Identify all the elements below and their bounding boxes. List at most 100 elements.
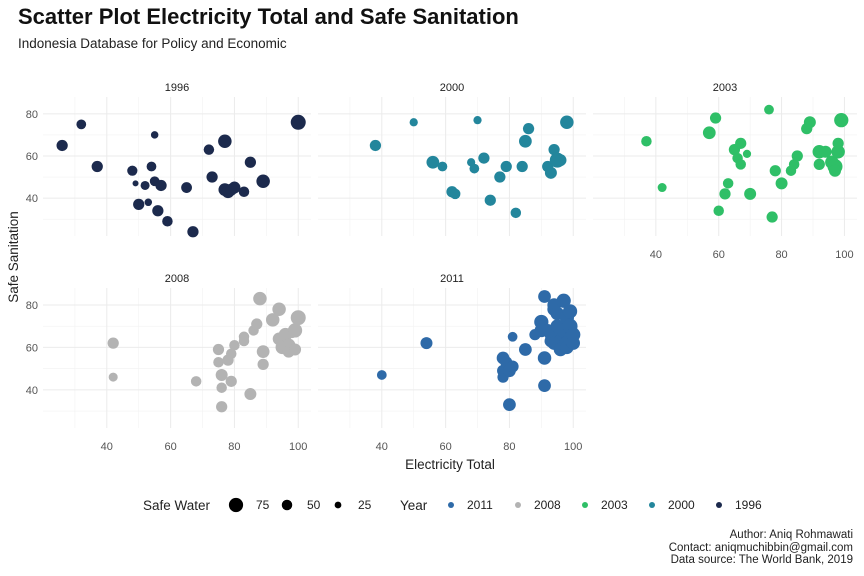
panel-1996: 1996 40 60 80	[26, 82, 311, 238]
data-point-1996	[218, 134, 232, 148]
panel-label-2003: 2003	[713, 82, 737, 94]
x-tick-label: 40	[650, 249, 662, 261]
data-point-1996	[91, 160, 103, 173]
data-point-2003	[641, 135, 652, 147]
color-legend-title: Year	[400, 498, 428, 513]
data-point-2008	[190, 376, 202, 387]
data-point-2011	[420, 337, 433, 350]
data-point-2000	[548, 144, 560, 156]
data-point-2003	[735, 137, 747, 149]
data-point-2000	[544, 166, 557, 179]
data-point-2000	[449, 188, 461, 200]
data-point-2003	[702, 126, 716, 140]
data-point-2008	[265, 313, 280, 327]
data-point-2000	[437, 161, 448, 172]
data-point-2000	[494, 171, 506, 183]
color-legend-key	[448, 502, 454, 508]
data-point-2011	[537, 351, 552, 365]
data-point-2008	[213, 356, 224, 368]
data-point-1996	[238, 186, 250, 198]
data-point-2000	[554, 154, 567, 167]
color-legend-label: 2008	[534, 498, 561, 512]
data-point-1996	[56, 139, 68, 152]
caption: Author: Aniq Rohmawati Contact: aniqmuch…	[669, 529, 853, 567]
data-point-2011	[376, 370, 387, 380]
data-point-1996	[127, 165, 138, 176]
x-tick-label: 80	[775, 249, 787, 261]
data-point-1996	[206, 171, 218, 183]
data-point-2008	[290, 310, 306, 326]
size-legend-label: 25	[358, 498, 372, 512]
data-point-2008	[108, 372, 118, 382]
data-point-2003	[722, 178, 734, 189]
data-point-2003	[713, 205, 724, 216]
data-point-1996	[133, 198, 145, 211]
data-point-2000	[560, 115, 574, 130]
data-point-2003	[819, 145, 832, 158]
data-point-2008	[229, 340, 240, 351]
x-axis-title: Electricity Total	[405, 457, 495, 472]
data-point-2011	[562, 304, 578, 319]
color-legend-key	[649, 502, 655, 508]
data-point-2011	[538, 290, 551, 303]
data-point-1996	[146, 161, 157, 172]
data-point-2000	[478, 152, 490, 164]
x-tick-label: 60	[439, 441, 451, 453]
caption-source: Data source: The World Bank, 2019	[670, 554, 853, 566]
data-point-2003	[709, 112, 722, 124]
data-point-2003	[775, 177, 788, 190]
data-point-1996	[256, 174, 270, 188]
data-point-2000	[469, 163, 480, 174]
data-point-2008	[216, 401, 228, 413]
data-point-2008	[244, 388, 257, 401]
data-point-1996	[187, 226, 199, 238]
data-point-2008	[215, 368, 228, 381]
x-tick-label: 100	[564, 441, 582, 453]
data-point-2011	[556, 293, 571, 308]
panel-2000: 2000	[318, 82, 586, 236]
color-legend-label: 2000	[668, 498, 695, 512]
x-tick-label: 80	[228, 441, 240, 453]
x-tick-label: 40	[101, 441, 113, 453]
y-tick-label: 40	[26, 385, 38, 397]
chart-subtitle: Indonesia Database for Policy and Econom…	[18, 36, 287, 51]
data-point-2000	[473, 116, 482, 125]
data-point-2003	[719, 188, 731, 200]
color-legend-label: 2011	[467, 498, 493, 512]
panel-2003: 2003 40 60 80 100	[593, 82, 857, 261]
size-legend-key	[281, 499, 293, 511]
data-point-1996	[162, 216, 173, 227]
data-point-2000	[516, 160, 528, 173]
chart-title: Scatter Plot Electricity Total and Safe …	[18, 4, 519, 29]
data-point-2008	[287, 323, 303, 338]
size-legend-key	[334, 501, 342, 509]
caption-author: Author: Aniq Rohmawati	[729, 529, 853, 541]
data-point-2003	[742, 149, 752, 158]
data-point-2000	[369, 139, 382, 152]
data-point-2008	[256, 345, 270, 359]
size-legend-key	[228, 497, 244, 513]
data-point-2000	[519, 134, 532, 148]
x-tick-label: 80	[503, 441, 515, 453]
color-legend-label: 1996	[735, 498, 762, 512]
panel-label-2011: 2011	[440, 273, 464, 285]
x-tick-label: 60	[713, 249, 725, 261]
data-point-2008	[251, 318, 263, 330]
panel-label-2008: 2008	[165, 273, 189, 285]
data-point-2003	[803, 116, 816, 129]
panel-2011: 2011 40 60 80 100	[318, 273, 586, 453]
data-point-1996	[76, 119, 87, 130]
data-point-2008	[225, 348, 237, 360]
data-point-2003	[831, 145, 845, 159]
data-point-2008	[272, 302, 286, 316]
x-tick-label: 60	[164, 441, 176, 453]
x-tick-label: 100	[835, 249, 853, 261]
color-legend-label: 2003	[601, 498, 628, 512]
y-axis-title: Safe Sanitation	[6, 211, 21, 303]
x-tick-label: 100	[289, 441, 307, 453]
data-point-2011	[519, 343, 532, 356]
data-point-2003	[813, 158, 825, 171]
data-point-2003	[788, 159, 800, 170]
data-point-2003	[735, 159, 746, 170]
